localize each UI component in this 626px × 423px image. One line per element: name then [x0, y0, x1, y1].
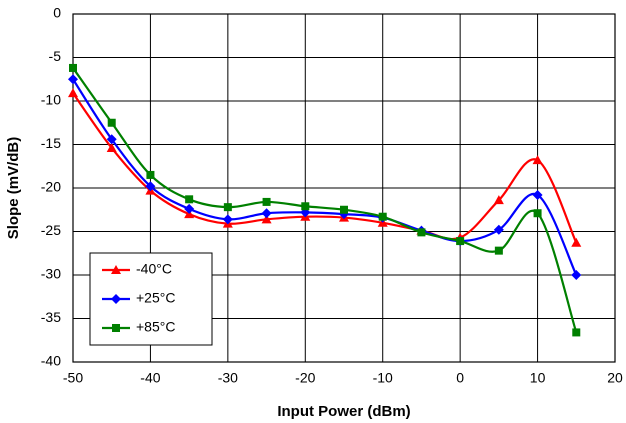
data-point — [493, 224, 504, 235]
legend-marker — [111, 265, 121, 274]
x-tick-label: 0 — [456, 370, 464, 386]
y-tick-label: -15 — [41, 135, 61, 151]
x-tick-label: 10 — [530, 370, 546, 386]
data-point — [107, 118, 116, 127]
data-point — [184, 203, 195, 214]
data-point — [532, 189, 543, 200]
data-point — [493, 195, 504, 205]
x-tick-label: -20 — [295, 370, 315, 386]
x-tick-label: -50 — [63, 370, 83, 386]
x-tick-label: -40 — [140, 370, 160, 386]
y-tick-label: -20 — [41, 179, 61, 195]
data-point — [261, 214, 272, 224]
data-point — [68, 74, 78, 85]
data-point — [572, 328, 581, 337]
legend-label: +25°C — [136, 290, 175, 306]
data-point — [146, 170, 155, 179]
y-tick-label: -40 — [41, 353, 61, 369]
y-axis-label: Slope (mV/dB) — [5, 137, 22, 240]
data-point — [185, 195, 194, 204]
y-tick-label: -25 — [41, 222, 61, 238]
data-point — [106, 142, 117, 152]
x-tick-label: -10 — [373, 370, 393, 386]
x-tick-label: -30 — [218, 370, 238, 386]
y-tick-label: -35 — [41, 309, 61, 325]
data-point — [222, 214, 233, 225]
x-tick-label: 20 — [607, 370, 623, 386]
legend-label: -40°C — [136, 261, 172, 277]
data-point — [571, 237, 582, 247]
data-point — [106, 134, 117, 145]
x-axis-label: Input Power (dBm) — [277, 403, 410, 420]
y-tick-label: -10 — [41, 92, 61, 108]
y-tick-label: 0 — [53, 5, 61, 21]
y-tick-label: -30 — [41, 266, 61, 282]
legend-label: +85°C — [136, 319, 175, 335]
data-point — [494, 246, 503, 255]
data-point — [261, 208, 272, 219]
data-point — [533, 209, 542, 218]
legend-marker — [111, 294, 121, 304]
data-point — [145, 181, 156, 192]
y-tick-label: -5 — [49, 48, 62, 64]
data-point — [262, 197, 271, 206]
data-point — [69, 63, 77, 72]
data-point — [68, 88, 78, 98]
data-point — [340, 205, 348, 214]
data-point — [532, 155, 543, 165]
legend-marker — [112, 324, 120, 332]
data-point — [223, 203, 232, 212]
data-point — [417, 228, 426, 237]
data-point — [378, 212, 387, 221]
data-point — [456, 237, 465, 246]
data-point — [301, 202, 310, 211]
data-point — [571, 270, 582, 280]
plot-border — [72, 13, 616, 363]
